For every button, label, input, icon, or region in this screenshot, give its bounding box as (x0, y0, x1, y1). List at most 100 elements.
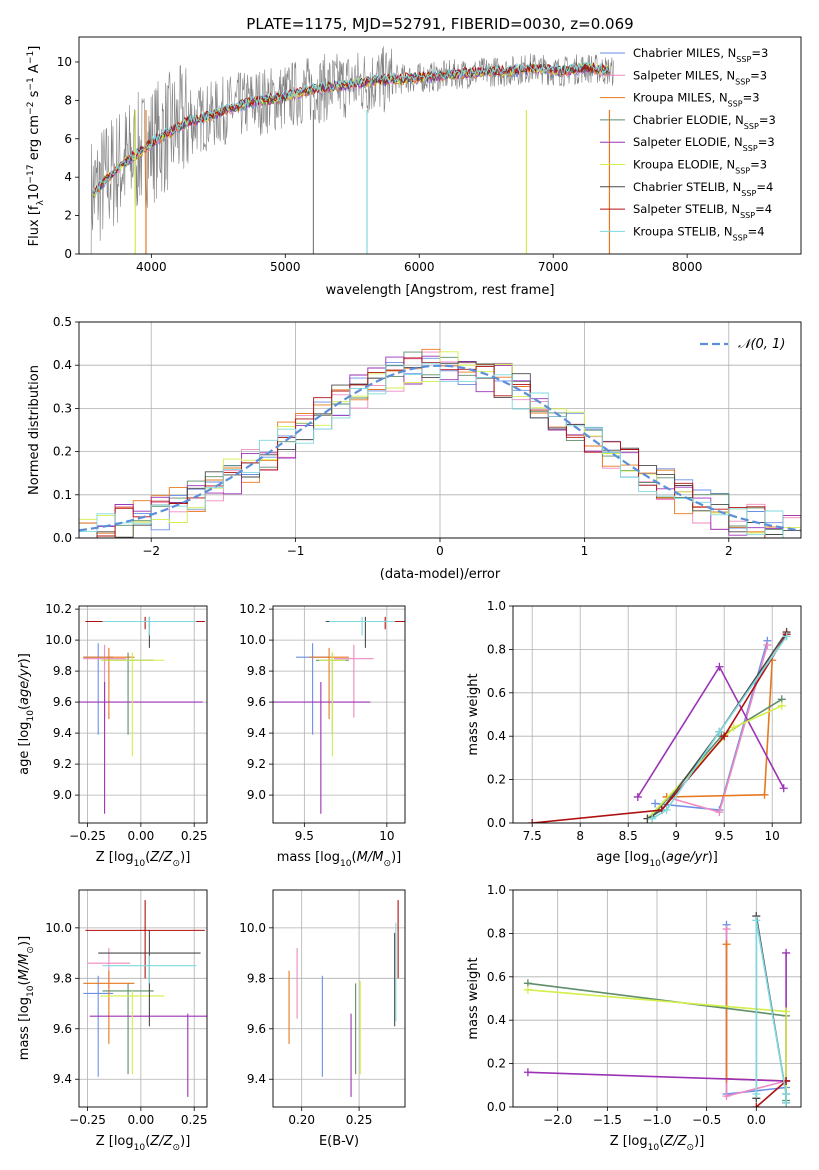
weight-marker (528, 819, 537, 823)
y-tick-label: 9.6 (247, 695, 266, 709)
x-tick-label: 0.20 (288, 1113, 315, 1127)
y-tick-label: 9.8 (247, 971, 266, 985)
observed-spectrum-line (90, 46, 614, 254)
weight-line (532, 633, 788, 823)
x-axis-label: wavelength [Angstrom, rest frame] (326, 283, 555, 298)
weight-marker (760, 790, 769, 799)
mass-vs-Z-points (83, 900, 207, 1097)
residuals-axes: −2 −1 0 1 2 0.0 0.1 0.2 0.3 0.4 0.5 𝒩(0, 1) (data-mo… (27, 315, 802, 582)
y-tick-label: 9.0 (247, 788, 266, 802)
legend-label: 𝒩(0, 1) (738, 337, 785, 352)
age-vs-mass-points (273, 616, 405, 814)
y-tick-label: 1.0 (487, 883, 506, 897)
x-tick-label: 8000 (672, 260, 703, 274)
weight-marker (763, 641, 772, 650)
legend-label: Kroupa MILES, NSSP=3 (633, 91, 760, 109)
weight-marker (752, 1103, 761, 1107)
weight-marker (523, 1068, 532, 1077)
x-tick-label: 0.25 (346, 1113, 373, 1127)
y-tick-label: 9.6 (247, 1022, 266, 1036)
y-tick-label: 0.2 (53, 445, 72, 459)
model-spectrum-line (91, 61, 610, 195)
y-tick-label: 1.0 (487, 599, 506, 613)
y-axis-label: Flux [fλ10−17 erg cm−2 s−1 A−1] (26, 46, 46, 247)
x-tick-label: 0.00 (128, 1113, 155, 1127)
y-tick-label: 9.4 (53, 726, 72, 740)
spectrum-legend: Chabrier MILES, NSSP=3 Salpeter MILES, NS… (600, 46, 776, 242)
y-tick-label: 4 (64, 170, 72, 184)
y-tick-label: 0.4 (487, 729, 506, 743)
weight-line (646, 631, 788, 820)
weight-marker (633, 792, 642, 801)
weight-marker (729, 723, 738, 732)
residual-plot (79, 348, 801, 538)
normal-curve (79, 364, 801, 532)
x-tick-label: −1.5 (593, 1113, 622, 1127)
y-tick-label: 9.4 (53, 1072, 72, 1086)
weight-vs-Z-lines (523, 912, 791, 1107)
y-tick-label: 0.5 (53, 315, 72, 329)
weight-marker (648, 814, 657, 823)
age-vs-Z-points (79, 616, 205, 814)
y-tick-label: 0.6 (487, 686, 506, 700)
y-tick-label: 0.0 (487, 1100, 506, 1114)
weight-marker (715, 727, 724, 736)
y-tick-label: 0.0 (53, 531, 72, 545)
weight-marker (651, 799, 660, 808)
axes-frame (512, 889, 802, 1108)
y-tick-label: 10.0 (239, 921, 266, 935)
mass-vs-EBV-points (288, 900, 399, 1097)
x-tick-label: 7000 (538, 260, 569, 274)
x-tick-label: 0.00 (128, 829, 155, 843)
y-tick-label: 0.4 (53, 358, 72, 372)
x-tick-label: 0.25 (181, 829, 208, 843)
axes-frame (78, 889, 208, 1108)
mass-vs-Z-axes: −0.25 0.00 0.25 9.4 9.6 9.8 10.0 Z [log10(Z/Z⊙)… (17, 889, 208, 1153)
x-tick-label: 1 (581, 544, 589, 558)
weight-marker (752, 1089, 761, 1098)
weight-marker (777, 701, 786, 710)
weight-marker (782, 948, 791, 957)
weight-marker (722, 940, 731, 949)
weight-vs-age-axes: 7.5 8 8.5 9 9.5 10 0.0 0.2 0.4 0.6 0.8 1.0 age [log1… (466, 599, 802, 869)
y-tick-label: 9.6 (53, 1022, 72, 1036)
x-tick-label: 10 (379, 829, 394, 843)
y-tick-label: 9.4 (247, 726, 266, 740)
weight-marker (782, 1098, 791, 1107)
weight-line (755, 1080, 787, 1107)
x-tick-label: −2.0 (543, 1113, 572, 1127)
y-axis-label: Normed distribution (27, 365, 42, 495)
x-tick-label: −1 (287, 544, 305, 558)
x-axis-label: age [log10(age/yr)] (596, 850, 718, 869)
x-tick-label: 10 (765, 829, 780, 843)
y-tick-label: 0.8 (487, 642, 506, 656)
weight-marker (782, 1007, 791, 1016)
axes-frame (78, 605, 208, 824)
weight-line (651, 635, 788, 820)
legend-label: Salpeter MILES, NSSP=3 (633, 68, 767, 86)
x-tick-label: 8.5 (619, 829, 638, 843)
legend-label: Kroupa STELIB, NSSP=4 (633, 224, 765, 242)
weight-marker (715, 662, 724, 671)
x-tick-label: 9.5 (715, 829, 734, 843)
y-tick-label: 9.2 (53, 757, 72, 771)
weight-marker (662, 805, 671, 814)
y-tick-label: 9.8 (247, 664, 266, 678)
y-axis-label: mass weight (466, 673, 481, 755)
x-axis-label: mass [log10(M/M⊙)] (277, 850, 401, 869)
x-tick-label: −2 (142, 544, 160, 558)
x-tick-label: −0.5 (692, 1113, 721, 1127)
axes-frame (512, 605, 802, 824)
y-tick-label: 0.3 (53, 401, 72, 415)
y-tick-label: 10.0 (45, 633, 72, 647)
y-axis-label: mass weight (466, 957, 481, 1039)
weight-line (755, 920, 787, 1103)
x-tick-label: 7.5 (523, 829, 542, 843)
weight-vs-age-lines (528, 628, 791, 823)
y-tick-label: 9.2 (247, 757, 266, 771)
y-tick-label: 8 (64, 93, 72, 107)
x-axis-label: E(B-V) (319, 1134, 359, 1149)
x-tick-label: −0.25 (69, 1113, 106, 1127)
